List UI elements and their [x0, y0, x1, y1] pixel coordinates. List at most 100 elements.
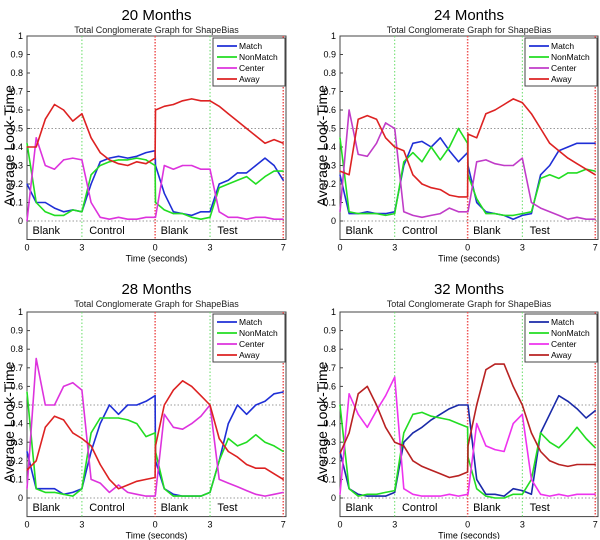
data-point-match	[264, 400, 266, 402]
data-point-center	[439, 495, 441, 497]
data-point-nonmatch	[421, 161, 423, 163]
data-point-nonmatch	[412, 413, 414, 415]
chart-title: 24 Months	[434, 7, 504, 24]
data-point-away	[209, 404, 211, 406]
data-point-match	[585, 417, 587, 419]
y-tick-label: 0.6	[323, 105, 336, 115]
data-point-center	[540, 207, 542, 209]
data-point-nonmatch	[594, 170, 596, 172]
data-point-center	[154, 216, 157, 218]
data-point-center	[394, 376, 396, 378]
data-point-away	[136, 480, 138, 482]
data-point-center	[172, 426, 174, 428]
data-point-away	[339, 170, 341, 172]
data-point-nonmatch	[503, 497, 505, 499]
data-point-away	[348, 174, 350, 176]
data-point-nonmatch	[558, 447, 560, 449]
data-point-match	[117, 155, 120, 157]
data-point-nonmatch	[26, 142, 28, 144]
data-point-away	[467, 445, 469, 447]
data-point-away	[594, 463, 596, 466]
data-point-nonmatch	[72, 209, 74, 211]
y-tick-label: 0	[18, 493, 23, 503]
data-point-nonmatch	[246, 441, 248, 443]
data-point-away	[236, 456, 239, 458]
data-point-match	[145, 152, 147, 154]
data-point-center	[375, 410, 378, 412]
data-point-nonmatch	[163, 488, 165, 490]
y-tick-label: 0.9	[323, 50, 336, 60]
data-point-match	[549, 413, 551, 415]
data-point-nonmatch	[457, 423, 460, 425]
data-point-away	[430, 469, 432, 471]
data-point-nonmatch	[209, 216, 211, 218]
chart-title: 20 Months	[121, 7, 191, 24]
data-point-center	[117, 484, 120, 486]
data-point-nonmatch	[63, 214, 65, 216]
data-point-match	[366, 495, 368, 497]
data-point-match	[99, 423, 101, 425]
y-tick-label: 0.6	[10, 105, 23, 115]
data-point-center	[72, 157, 74, 159]
y-tick-label: 0.5	[10, 400, 23, 410]
x-axis-label: Time (seconds)	[126, 531, 188, 540]
phase-label: Blank	[473, 225, 501, 237]
y-tick-label: 0.8	[323, 68, 336, 78]
data-point-nonmatch	[172, 213, 174, 215]
data-point-match	[366, 211, 368, 213]
series-line-away	[339, 363, 596, 479]
y-tick-label: 0.9	[323, 326, 336, 336]
series-line-away	[27, 98, 284, 167]
chart-subtitle: Total Conglomerate Graph for ShapeBias	[387, 299, 552, 309]
data-point-away	[255, 135, 257, 137]
y-axis-label: Average Look-Time	[314, 361, 330, 483]
data-point-nonmatch	[81, 488, 83, 490]
data-point-match	[512, 218, 514, 220]
data-point-match	[594, 410, 596, 412]
data-point-center	[567, 218, 569, 220]
data-point-match	[375, 495, 378, 497]
data-point-away	[412, 174, 414, 176]
data-point-away	[81, 437, 83, 440]
y-tick-label: 0.3	[10, 161, 23, 171]
y-tick-label: 0.1	[323, 198, 336, 208]
plot-area-frame	[26, 311, 287, 518]
chart-subtitle: Total Conglomerate Graph for ShapeBias	[387, 25, 552, 35]
data-point-nonmatch	[567, 172, 569, 174]
legend-label-match: Match	[551, 41, 574, 51]
data-point-away	[439, 189, 441, 191]
data-point-center	[26, 488, 28, 490]
data-point-nonmatch	[63, 493, 65, 495]
data-point-nonmatch	[154, 201, 157, 204]
data-point-center	[421, 216, 423, 218]
data-point-match	[227, 423, 229, 425]
data-point-away	[154, 476, 156, 479]
y-tick-label: 0.3	[323, 437, 336, 447]
data-point-nonmatch	[467, 426, 469, 428]
data-point-nonmatch	[72, 495, 74, 497]
data-point-match	[264, 157, 266, 159]
data-point-match	[439, 137, 441, 139]
data-point-nonmatch	[273, 170, 275, 172]
data-point-nonmatch	[394, 490, 396, 492]
data-point-center	[44, 164, 46, 167]
data-point-center	[540, 493, 542, 495]
data-point-away	[227, 113, 229, 115]
data-point-center	[117, 216, 120, 218]
data-point-match	[521, 214, 523, 216]
data-point-nonmatch	[339, 404, 341, 406]
data-point-away	[191, 98, 193, 100]
data-point-nonmatch	[512, 493, 514, 495]
data-point-nonmatch	[209, 491, 211, 493]
data-point-center	[63, 385, 65, 387]
data-point-away	[512, 98, 514, 100]
data-point-nonmatch	[439, 417, 441, 419]
data-point-match	[154, 395, 156, 397]
data-point-nonmatch	[90, 174, 92, 176]
data-point-center	[227, 216, 229, 218]
data-point-away	[145, 163, 147, 165]
data-point-away	[585, 168, 587, 170]
data-point-match	[594, 142, 596, 144]
data-point-center	[81, 159, 83, 161]
data-point-match	[145, 400, 147, 402]
